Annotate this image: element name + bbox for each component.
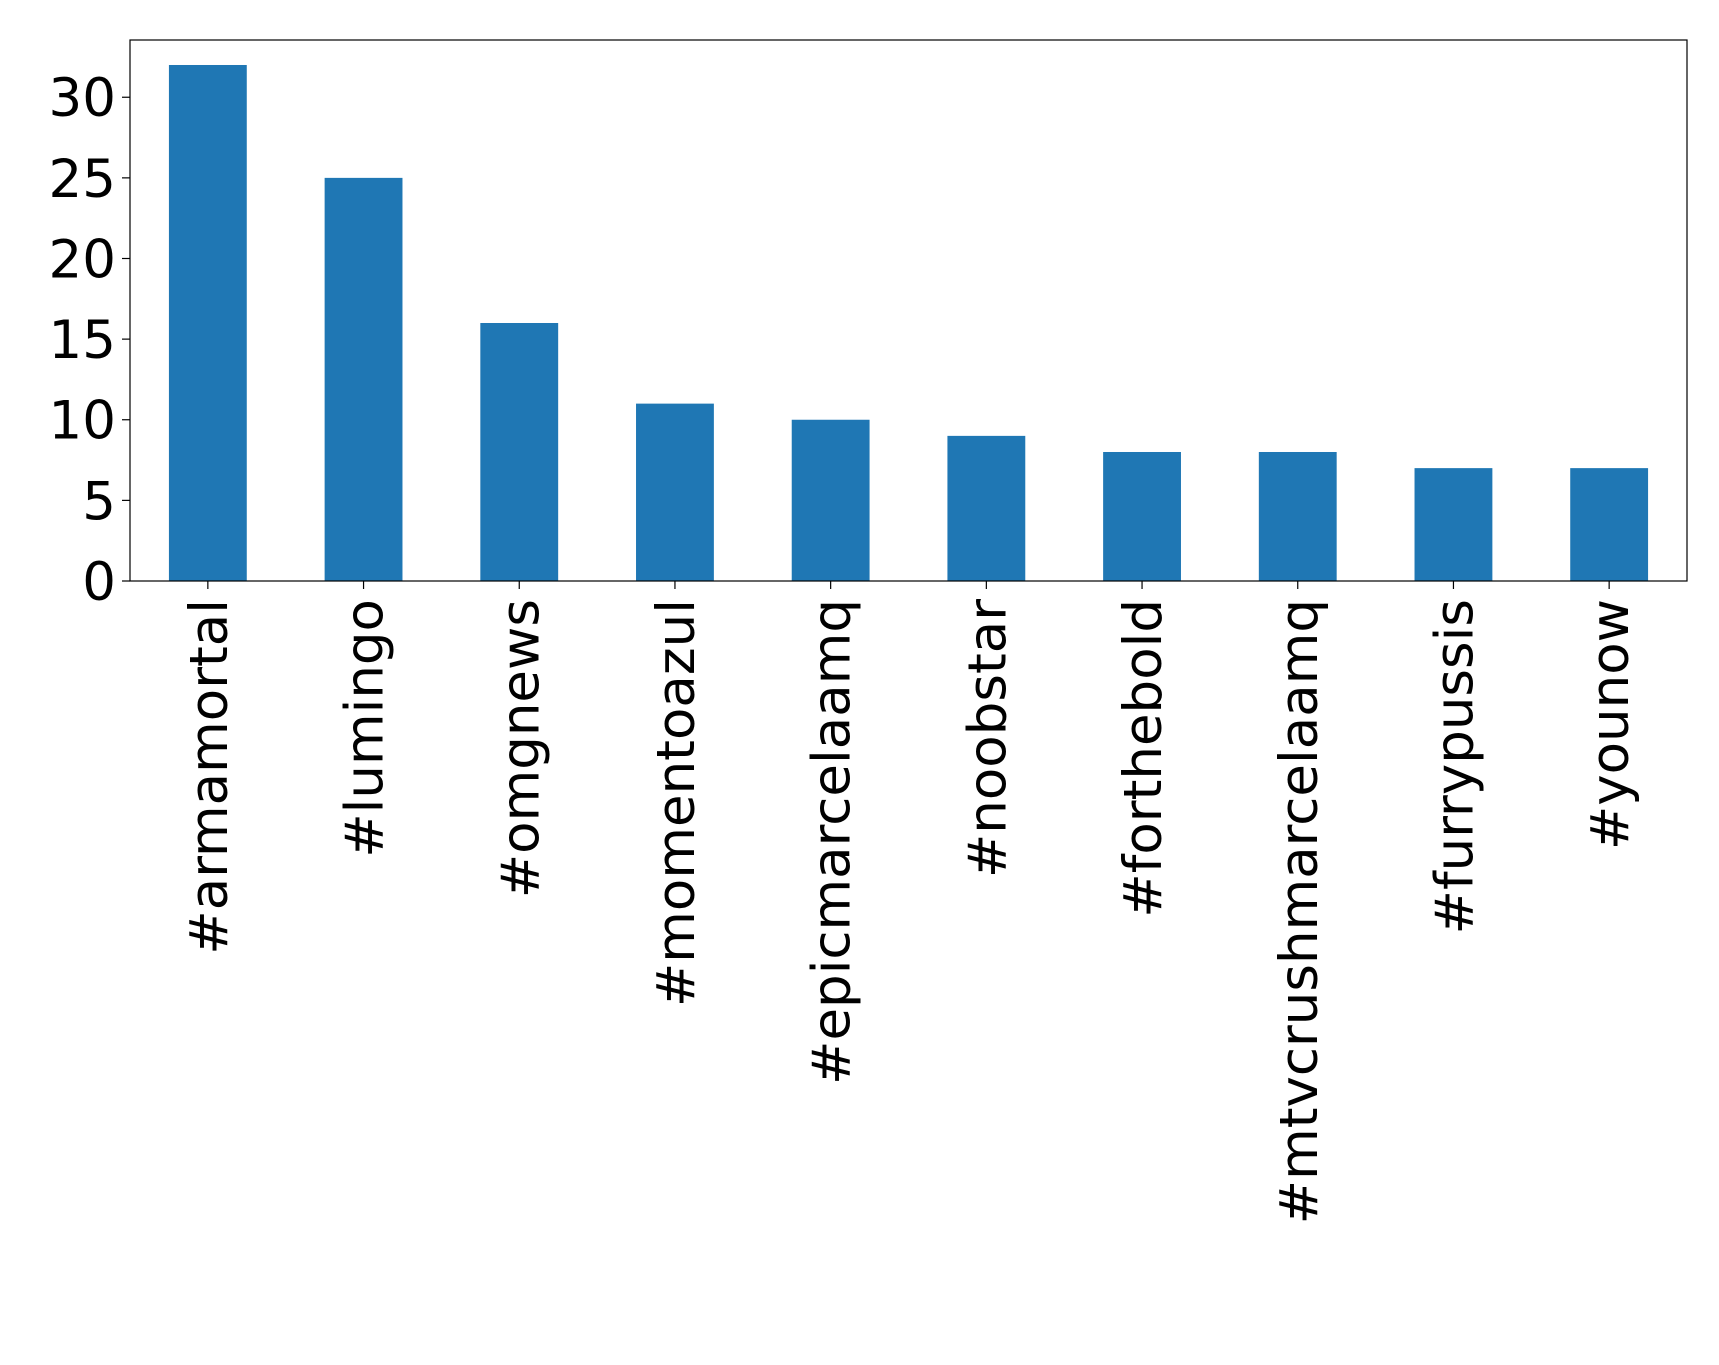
x-tick-label: #omgnews [490,599,551,898]
bar [791,419,870,581]
x-tick-label: #forthebold [1113,599,1174,918]
x-tick-label: #armamortal [179,599,240,955]
bar [480,322,559,581]
bar [1103,451,1181,581]
bar [636,403,714,581]
y-tick-label: 5 [82,471,116,532]
x-tick-label: #epicmarcelaamq [802,599,863,1085]
y-tick-label: 30 [49,68,116,129]
x-tick-label: #furrypussis [1424,599,1485,934]
x-tick-label: #momentoazul [646,599,707,1007]
y-tick-label: 15 [49,310,116,371]
plot-frame [129,39,1688,582]
y-tick-label: 0 [82,552,116,613]
x-tick-label: #lumingo [335,599,396,858]
bar [947,435,1026,581]
bar [168,64,247,582]
bar [1414,468,1493,581]
x-tick-label: #noobstar [957,599,1018,878]
bar [1258,451,1337,581]
y-tick-label: 20 [49,229,116,290]
x-tick-label: #younow [1580,599,1641,850]
x-tick-label: #mtvcrushmarcelaamq [1269,599,1330,1224]
bar [324,177,403,581]
bar [1570,468,1649,581]
y-tick-label: 10 [49,391,116,452]
y-tick-label: 25 [49,149,116,210]
